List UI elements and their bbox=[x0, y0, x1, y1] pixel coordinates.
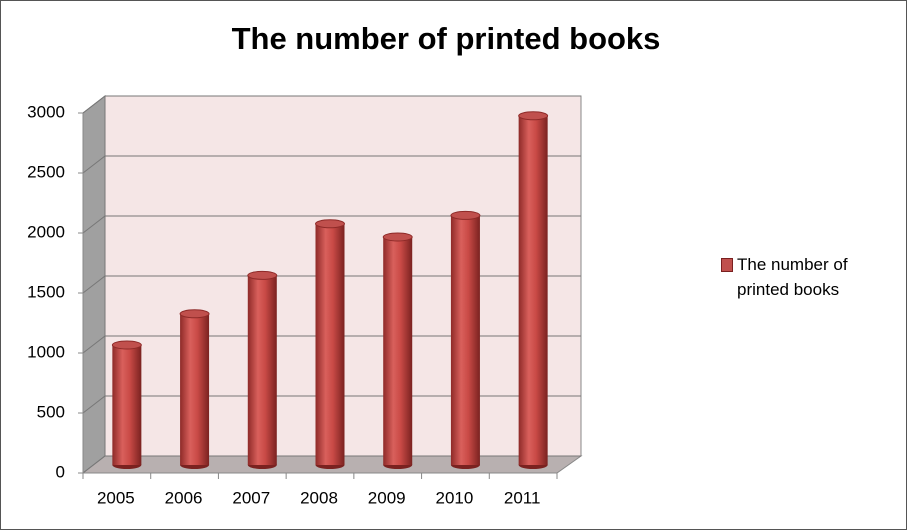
x-tick-label: 2006 bbox=[165, 488, 203, 507]
y-tick-label: 500 bbox=[37, 402, 65, 421]
x-tick-label: 2009 bbox=[368, 488, 406, 507]
bar-top bbox=[315, 219, 345, 229]
y-tick-label: 2500 bbox=[27, 162, 65, 181]
grid-line bbox=[82, 335, 581, 354]
chart-title: The number of printed books bbox=[232, 21, 661, 56]
grid-line bbox=[82, 455, 581, 474]
bar bbox=[450, 215, 480, 465]
bar-top bbox=[111, 340, 142, 350]
grid-line bbox=[82, 275, 581, 294]
bar bbox=[112, 345, 142, 465]
x-tick-label: 2005 bbox=[97, 488, 135, 507]
bar bbox=[518, 115, 548, 466]
bar-top bbox=[247, 270, 278, 280]
legend-label: The number of printed books bbox=[737, 255, 848, 299]
x-tick-label: 2007 bbox=[232, 488, 270, 507]
x-tick-label: 2011 bbox=[504, 488, 541, 507]
bar-top bbox=[518, 111, 549, 121]
grid-line bbox=[82, 155, 581, 174]
bar-top bbox=[179, 309, 210, 319]
bar bbox=[315, 223, 345, 465]
bar-top bbox=[450, 210, 481, 220]
bar-top bbox=[382, 232, 413, 242]
y-tick-label: 0 bbox=[56, 462, 65, 481]
x-tick-label: 2010 bbox=[436, 488, 474, 507]
y-tick-label: 1500 bbox=[27, 282, 65, 301]
y-tick-label: 3000 bbox=[27, 102, 65, 121]
legend: The number of printed books bbox=[721, 252, 871, 302]
legend-swatch bbox=[721, 258, 733, 272]
grid-line bbox=[82, 395, 581, 414]
bar bbox=[180, 313, 210, 465]
x-tick-label: 2008 bbox=[300, 488, 338, 507]
grid-line bbox=[82, 215, 581, 234]
y-tick-label: 1000 bbox=[27, 342, 65, 361]
grid-line bbox=[82, 95, 581, 114]
bar bbox=[383, 237, 413, 465]
bar bbox=[247, 275, 277, 465]
y-tick-label: 2000 bbox=[27, 222, 65, 241]
